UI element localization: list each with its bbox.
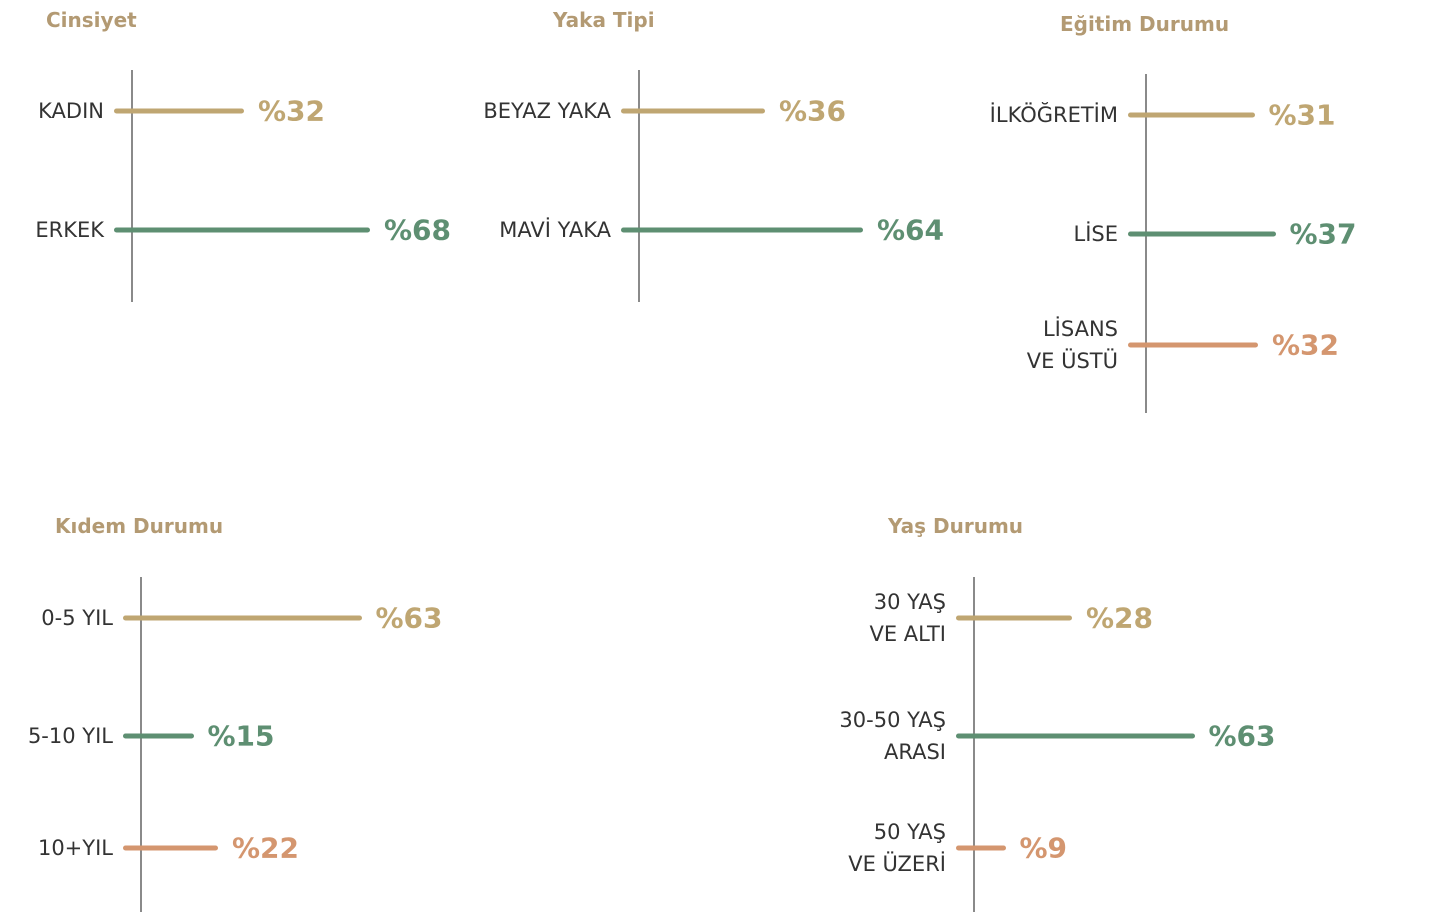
value-label: %64 bbox=[877, 213, 945, 247]
chart-title: Kıdem Durumu bbox=[55, 514, 224, 538]
category-label: 10+YIL bbox=[37, 836, 113, 860]
bar bbox=[123, 733, 194, 739]
chart-title: Yaş Durumu bbox=[888, 514, 1024, 538]
category-label: 50 YAŞ VE ÜZERİ bbox=[848, 820, 946, 876]
bar bbox=[123, 615, 362, 621]
axis-line bbox=[973, 577, 975, 912]
bar bbox=[123, 845, 218, 851]
value-label: %31 bbox=[1268, 98, 1336, 132]
bar bbox=[1128, 112, 1255, 118]
axis-line bbox=[1145, 74, 1147, 413]
category-label: KADIN bbox=[38, 99, 104, 123]
category-label: 5-10 YIL bbox=[27, 724, 113, 748]
value-label: %22 bbox=[232, 831, 300, 865]
axis-line bbox=[131, 70, 133, 302]
bar bbox=[956, 845, 1006, 851]
chart-title: Cinsiyet bbox=[46, 8, 137, 32]
category-label: BEYAZ YAKA bbox=[483, 99, 611, 123]
value-label: %37 bbox=[1289, 217, 1357, 251]
category-label: 30 YAŞ VE ALTI bbox=[869, 590, 946, 646]
value-label: %28 bbox=[1086, 601, 1154, 635]
bar bbox=[114, 108, 244, 114]
bar bbox=[956, 733, 1195, 739]
bar bbox=[621, 227, 863, 233]
axis-line bbox=[140, 577, 142, 912]
value-label: %32 bbox=[1272, 328, 1340, 362]
value-label: %15 bbox=[207, 719, 275, 753]
value-label: %63 bbox=[1208, 719, 1276, 753]
bar bbox=[1128, 231, 1276, 237]
category-label: İLKÖĞRETİM bbox=[989, 103, 1118, 127]
category-label: 30-50 YAŞ ARASI bbox=[839, 708, 946, 764]
value-label: %68 bbox=[384, 213, 452, 247]
bar bbox=[1128, 342, 1258, 348]
axis-line bbox=[638, 70, 640, 302]
bar bbox=[114, 227, 370, 233]
category-label: LİSE bbox=[1073, 222, 1119, 246]
value-label: %9 bbox=[1019, 831, 1068, 865]
category-label: MAVİ YAKA bbox=[499, 218, 611, 242]
value-label: %36 bbox=[779, 94, 847, 128]
chart-title: Yaka Tipi bbox=[553, 8, 655, 32]
category-label: ERKEK bbox=[35, 218, 104, 242]
category-label: LİSANS VE ÜSTÜ bbox=[1026, 317, 1118, 373]
category-label: 0-5 YIL bbox=[41, 606, 113, 630]
bar bbox=[956, 615, 1072, 621]
bar bbox=[621, 108, 765, 114]
value-label: %63 bbox=[375, 601, 443, 635]
chart-title: Eğitim Durumu bbox=[1060, 12, 1230, 36]
value-label: %32 bbox=[258, 94, 326, 128]
